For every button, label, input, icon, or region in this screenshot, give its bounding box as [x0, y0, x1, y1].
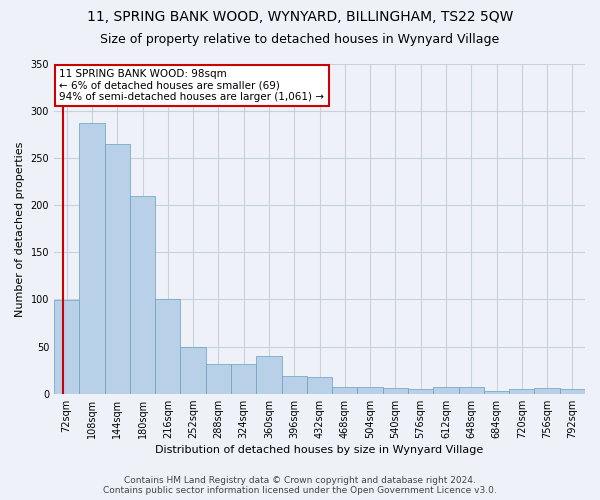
Bar — [181, 346, 206, 394]
Text: Contains HM Land Registry data © Crown copyright and database right 2024.
Contai: Contains HM Land Registry data © Crown c… — [103, 476, 497, 495]
Text: 11, SPRING BANK WOOD, WYNYARD, BILLINGHAM, TS22 5QW: 11, SPRING BANK WOOD, WYNYARD, BILLINGHA… — [87, 10, 513, 24]
Bar — [79, 124, 104, 394]
Bar — [408, 389, 433, 394]
Bar — [256, 356, 281, 394]
Bar — [307, 376, 332, 394]
Y-axis label: Number of detached properties: Number of detached properties — [15, 141, 25, 316]
Bar — [206, 364, 231, 394]
Bar — [332, 387, 358, 394]
Bar — [231, 364, 256, 394]
Bar — [54, 300, 79, 394]
X-axis label: Distribution of detached houses by size in Wynyard Village: Distribution of detached houses by size … — [155, 445, 484, 455]
Bar — [383, 388, 408, 394]
Bar — [281, 376, 307, 394]
Bar — [535, 388, 560, 394]
Bar — [358, 387, 383, 394]
Bar — [433, 387, 458, 394]
Bar — [458, 387, 484, 394]
Text: Size of property relative to detached houses in Wynyard Village: Size of property relative to detached ho… — [100, 32, 500, 46]
Bar — [560, 389, 585, 394]
Text: 11 SPRING BANK WOOD: 98sqm
← 6% of detached houses are smaller (69)
94% of semi-: 11 SPRING BANK WOOD: 98sqm ← 6% of detac… — [59, 69, 325, 102]
Bar — [484, 391, 509, 394]
Bar — [104, 144, 130, 394]
Bar — [155, 298, 181, 394]
Bar — [509, 389, 535, 394]
Bar — [130, 196, 155, 394]
